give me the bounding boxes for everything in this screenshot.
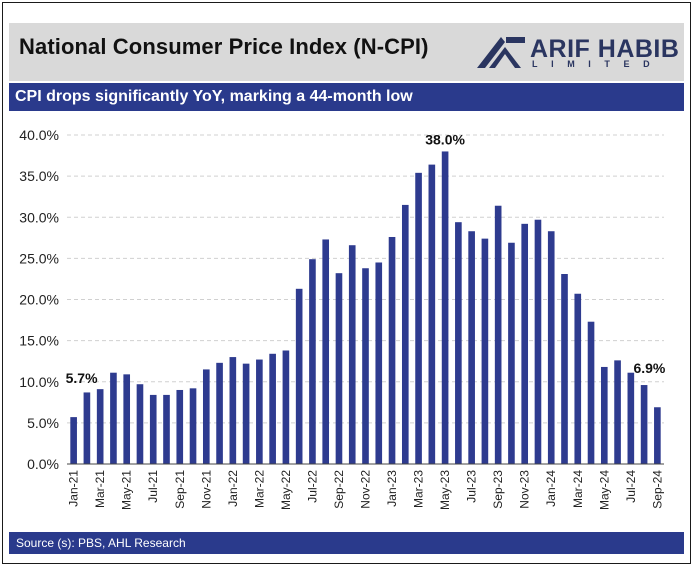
data-label: 38.0% (425, 131, 465, 147)
bar (335, 273, 343, 464)
data-label: 5.7% (66, 370, 98, 386)
bar (468, 231, 475, 464)
x-tick-label: Mar-24 (571, 470, 585, 508)
bar (96, 389, 104, 464)
header-bar: National Consumer Price Index (N-CPI) AR… (9, 23, 684, 81)
x-tick-label: Nov-23 (518, 470, 532, 509)
bar (627, 372, 635, 464)
x-tick-label: Mar-22 (252, 470, 266, 508)
y-tick-label: 20.0% (19, 292, 59, 308)
bar (322, 239, 330, 464)
company-logo: ARIF HABIB LIMITED (475, 35, 680, 69)
bar (494, 205, 502, 465)
bar (163, 394, 170, 464)
x-tick-label: May-22 (279, 470, 293, 510)
bar (401, 204, 409, 464)
source-note: Source (s): PBS, AHL Research (16, 536, 186, 550)
bar (309, 259, 316, 464)
logo-mark-icon (477, 37, 525, 68)
bar (242, 363, 250, 464)
x-tick-label: Jul-22 (305, 470, 319, 503)
bar (428, 164, 436, 465)
x-tick-label: Sep-22 (332, 470, 346, 509)
x-tick-label: Jul-24 (624, 470, 638, 503)
bar (295, 288, 303, 464)
x-tick-label: Nov-21 (199, 470, 213, 509)
bar (110, 372, 117, 464)
y-tick-label: 0.0% (27, 456, 59, 472)
x-tick-label: Sep-21 (173, 470, 187, 509)
bar (481, 238, 489, 464)
bar (229, 357, 237, 464)
bar (508, 242, 515, 464)
bar (547, 231, 555, 464)
x-tick-label: Jul-21 (146, 470, 160, 503)
y-tick-label: 35.0% (19, 168, 59, 184)
bar (136, 384, 144, 464)
chart-subtitle: CPI drops significantly YoY, marking a 4… (15, 88, 413, 105)
chart-title: National Consumer Price Index (N-CPI) (19, 34, 429, 59)
subtitle-banner: CPI drops significantly YoY, marking a 4… (9, 83, 684, 111)
bar (614, 360, 621, 464)
bar (70, 417, 77, 464)
y-tick-label: 40.0% (19, 127, 59, 143)
logo-name: ARIF HABIB (530, 35, 680, 63)
bar (640, 385, 648, 464)
y-tick-label: 15.0% (19, 333, 59, 349)
source-banner: Source (s): PBS, AHL Research (9, 532, 684, 554)
bar (149, 394, 157, 464)
bar (600, 366, 608, 464)
bar (521, 223, 529, 464)
x-tick-label: Jan-23 (385, 470, 399, 507)
x-tick-label: Sep-23 (491, 470, 505, 509)
bar (216, 362, 223, 464)
x-tick-label: Jan-21 (67, 470, 81, 507)
bar (269, 353, 276, 464)
logo-subtitle: LIMITED (532, 59, 664, 69)
bar (455, 222, 462, 464)
bar (561, 274, 568, 464)
bar (375, 262, 383, 464)
bar (176, 389, 184, 464)
bar (654, 407, 661, 464)
x-tick-label: Mar-21 (93, 470, 107, 508)
y-tick-label: 30.0% (19, 209, 59, 225)
x-tick-label: May-21 (120, 470, 134, 510)
bar (574, 293, 582, 464)
bar-chart: 0.0% 5.0% 10.0% 15.0% 20.0% 25.0% 30.0% 35.0% 40… (19, 127, 666, 510)
bar (123, 374, 131, 464)
x-tick-label: May-24 (597, 470, 611, 510)
x-tick-label: Sep-24 (650, 470, 664, 509)
x-tick-label: Jan-24 (544, 470, 558, 507)
bar (256, 359, 263, 464)
bar (282, 350, 290, 464)
x-tick-label: Jan-22 (226, 470, 240, 507)
bar (362, 268, 369, 464)
bar (534, 219, 542, 464)
bar (83, 392, 91, 464)
bar (587, 321, 595, 464)
data-label: 6.9% (633, 360, 665, 376)
y-tick-label: 10.0% (19, 374, 59, 390)
bar (348, 245, 356, 464)
bar (415, 172, 422, 464)
bar (388, 236, 396, 464)
bar (202, 369, 210, 464)
bar (441, 151, 449, 464)
y-tick-label: 25.0% (19, 250, 59, 266)
bar (189, 388, 197, 464)
x-tick-label: Mar-23 (412, 470, 426, 508)
x-tick-label: May-23 (438, 470, 452, 510)
y-tick-label: 5.0% (27, 415, 59, 431)
x-tick-label: Jul-23 (465, 470, 479, 503)
x-tick-label: Nov-22 (359, 470, 373, 509)
